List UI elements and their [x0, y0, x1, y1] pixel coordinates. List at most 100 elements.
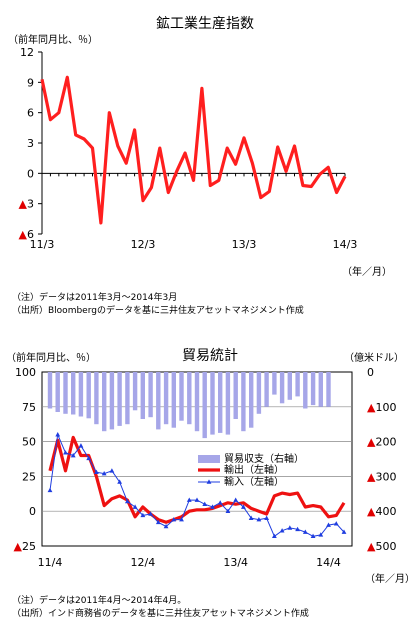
imports-marker: [341, 529, 347, 534]
y-tick-label-left: 25: [22, 470, 36, 483]
imports-marker: [179, 516, 184, 522]
imports-marker: [148, 511, 153, 516]
imports-marker: [55, 432, 61, 437]
imports-marker: [47, 487, 53, 493]
imports-marker: [124, 498, 130, 504]
imports-marker: [132, 504, 138, 509]
imports-marker: [256, 516, 262, 522]
imports-marker: [210, 504, 215, 509]
trade-balance-bar: [63, 372, 68, 414]
x-tick-label: 14/4: [316, 556, 341, 569]
trade-balance-bar: [256, 372, 262, 414]
imports-marker: [271, 533, 277, 539]
trade-balance-bar: [55, 372, 60, 412]
trade-balance-bar: [249, 372, 254, 428]
imports-marker: [318, 532, 324, 537]
imports-marker: [264, 515, 270, 520]
legend-label-imports: 輸入（左軸）: [224, 475, 284, 488]
trade-balance-bar: [78, 372, 84, 417]
imports-marker: [202, 501, 208, 507]
imports-marker: [109, 468, 115, 473]
trade-balance-bar: [202, 372, 207, 439]
imports-marker: [241, 504, 246, 509]
legend-marker-imports: [206, 479, 212, 484]
y-tick-label-left: ▲25: [14, 540, 36, 553]
plot-area: 100 75 50 25 0 ▲25 0 ▲100 ▲200 ▲300 ▲400 ▲500 11/4 12…: [14, 366, 397, 569]
y-axis-label: （前年同月比、％）: [8, 33, 98, 46]
imports-marker: [78, 443, 84, 448]
imports-marker: [326, 522, 331, 527]
imports-marker: [248, 515, 254, 520]
y-tick-label: ▲3: [19, 198, 34, 211]
top-source: （出所）Bloombergのデータを基に三井住友アセットマネジメント作成: [12, 306, 304, 316]
y-tick-label-right: ▲400: [367, 505, 396, 518]
trade-balance-bar: [194, 372, 200, 432]
x-axis-label: （年／月）: [342, 265, 392, 278]
imports-marker: [94, 469, 99, 475]
trade-balance-bar: [109, 372, 115, 430]
y-tick-label-right: ▲500: [367, 540, 396, 553]
trade-balance-bar: [241, 372, 246, 432]
y-tick-label-right: ▲100: [367, 401, 396, 414]
imports-marker: [140, 512, 146, 518]
trade-balance-bar: [140, 372, 145, 419]
trade-balance-bar: [94, 372, 99, 425]
y-tick-label-left: 50: [22, 436, 36, 449]
imports-marker: [233, 497, 239, 502]
trade-balance-bar: [47, 372, 53, 409]
top-note: （注）データは2011年3月～2014年3月: [12, 293, 178, 303]
production-series-line: [40, 75, 347, 225]
imports-marker: [333, 521, 339, 526]
trade-balance-bar: [156, 372, 161, 430]
y-tick-label: ▲6: [19, 228, 34, 241]
trade-balance-bar: [272, 372, 277, 395]
legend-swatch-trade-balance: [198, 455, 220, 463]
trade-balance-bar: [233, 372, 238, 419]
imports-marker: [310, 533, 316, 539]
exports-series-line: [48, 435, 346, 524]
imports-marker: [163, 523, 169, 529]
imports-marker: [171, 516, 177, 522]
y-tick-label: 9: [27, 76, 34, 89]
trade-balance-bar: [287, 372, 292, 400]
legend-label-exports: 輸出（左軸）: [224, 463, 284, 476]
x-tick-label: 14/3: [333, 238, 358, 251]
imports-marker: [194, 497, 200, 502]
trade-balance-bar: [148, 372, 153, 418]
y-tick-label-right: ▲200: [367, 436, 396, 449]
imports-marker: [302, 529, 308, 534]
y-axis-label-left: （前年同月比、％）: [6, 351, 96, 364]
bottom-note: （注）データは2011年4月～2014年4月。: [12, 596, 187, 606]
y-tick-label: 12: [20, 46, 34, 59]
x-tick-label: 12/4: [130, 556, 155, 569]
trade-balance-bar: [163, 372, 169, 425]
imports-marker: [217, 500, 223, 505]
trade-balance-bar: [303, 372, 308, 409]
trade-balance-bar: [264, 372, 269, 407]
trade-balance-bar: [171, 372, 176, 428]
imports-marker: [287, 525, 293, 530]
trade-balance-bar: [218, 372, 223, 433]
x-axis-label: （年／月）: [365, 572, 410, 585]
chart-title: 鉱工業生産指数: [156, 15, 254, 32]
y-tick-label-left: 100: [15, 366, 36, 379]
x-tick-label: 13/4: [223, 556, 248, 569]
y-tick-label-right: ▲300: [367, 470, 396, 483]
trade-balance-bar: [71, 372, 76, 415]
trade-balance-bar: [179, 372, 184, 421]
trade-balance-bar: [125, 372, 130, 425]
trade-balance-bar: [86, 372, 91, 419]
imports-marker: [186, 497, 192, 502]
imports-marker: [225, 508, 231, 513]
x-tick-label: 11/3: [30, 238, 55, 251]
trade-balance-bar: [318, 372, 323, 407]
imports-marker: [117, 479, 123, 484]
imports-marker: [70, 452, 76, 458]
legend: 貿易収支（右軸）輸出（左軸）輸入（左軸）: [198, 452, 304, 488]
imports-marker: [86, 455, 92, 461]
trade-balance-bar: [132, 372, 138, 411]
trade-balance-bar: [326, 372, 331, 407]
x-tick-label: 12/3: [131, 238, 156, 251]
